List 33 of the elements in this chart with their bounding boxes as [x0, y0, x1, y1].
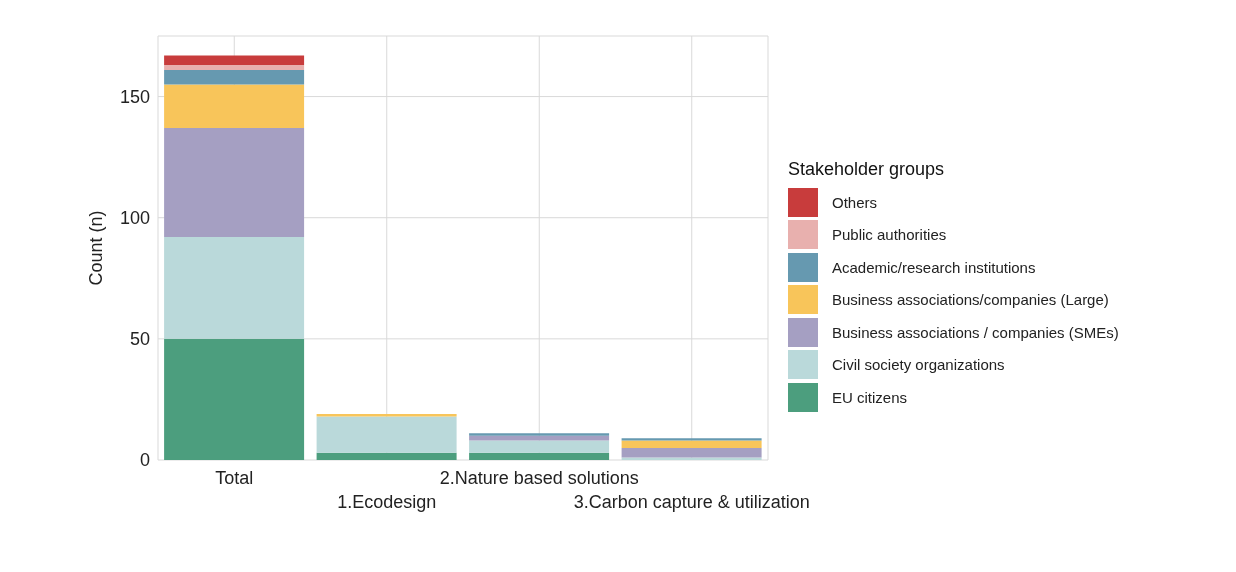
bar — [164, 128, 305, 238]
x-tick-label: 3.Carbon capture & utilization — [573, 492, 810, 512]
bar — [469, 440, 610, 453]
bar — [621, 440, 762, 448]
x-tick-label: 2.Nature based solutions — [439, 468, 639, 488]
legend-label: Civil society organizations — [832, 356, 1005, 373]
bar — [316, 452, 457, 460]
legend-label: Others — [832, 193, 878, 211]
bar — [164, 69, 305, 85]
bar — [164, 55, 305, 66]
y-tick-label: 50 — [129, 329, 150, 350]
y-axis-title: Count (n) — [86, 210, 107, 286]
bar — [164, 237, 305, 339]
legend-label: Business associations / companies (SMEs) — [832, 323, 1119, 341]
bar — [621, 438, 762, 441]
bar — [164, 84, 305, 129]
x-tick-label: 1.Ecodesign — [337, 492, 437, 512]
bar — [469, 435, 610, 441]
y-tick-label: 150 — [119, 86, 150, 107]
y-tick-label: 0 — [139, 450, 150, 471]
legend-label: Business associations/companies (Large) — [832, 291, 1109, 308]
y-tick-label: 100 — [119, 208, 150, 229]
x-tick-label: Total — [215, 468, 254, 488]
legend-label: EU citizens — [832, 388, 908, 406]
legend-title: Stakeholder groups — [788, 158, 946, 180]
bar — [469, 433, 610, 436]
legend-label: Public authorities — [832, 226, 947, 243]
bar — [164, 338, 305, 460]
bar — [316, 416, 457, 453]
bar — [621, 447, 762, 458]
legend-label: Academic/research institutions — [832, 258, 1036, 276]
bar — [469, 452, 610, 460]
bar — [164, 65, 305, 70]
